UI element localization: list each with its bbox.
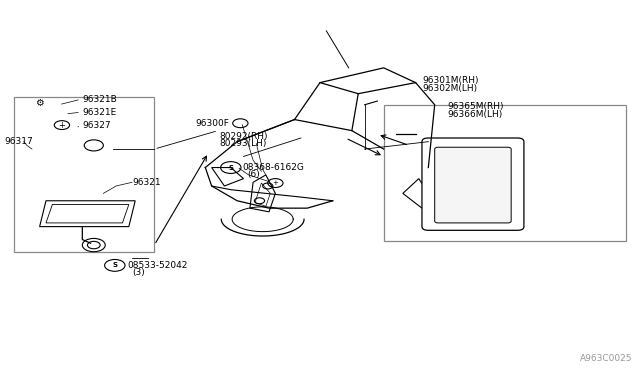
Text: +: + (273, 180, 278, 186)
Text: 96321B: 96321B (83, 95, 117, 104)
Text: 96321E: 96321E (83, 108, 116, 117)
Text: ⚙: ⚙ (35, 98, 44, 108)
Text: 96366M(LH): 96366M(LH) (447, 109, 502, 119)
Text: 96301M(RH): 96301M(RH) (422, 76, 479, 85)
Text: 96317: 96317 (4, 137, 33, 146)
Text: (3): (3) (132, 268, 145, 277)
Bar (14, 97, 154, 253)
FancyBboxPatch shape (422, 138, 524, 230)
Text: 96302M(LH): 96302M(LH) (422, 84, 477, 93)
Text: 96327: 96327 (83, 121, 111, 129)
FancyBboxPatch shape (435, 147, 511, 223)
Text: A963C0025: A963C0025 (580, 354, 632, 363)
Text: 08533-52042: 08533-52042 (127, 261, 188, 270)
Text: 96365M(RH): 96365M(RH) (447, 102, 504, 111)
FancyBboxPatch shape (438, 142, 524, 236)
Text: S: S (112, 262, 117, 268)
Text: 80292(RH): 80292(RH) (220, 132, 268, 141)
Text: 08368-6162G: 08368-6162G (243, 163, 304, 172)
Text: 96300F: 96300F (196, 119, 230, 128)
Text: S: S (228, 164, 234, 170)
Bar (384, 105, 626, 241)
Text: 96321: 96321 (132, 178, 161, 187)
Text: (6): (6) (247, 170, 260, 179)
Text: +: + (58, 121, 65, 129)
Text: 80293(LH): 80293(LH) (220, 139, 267, 148)
